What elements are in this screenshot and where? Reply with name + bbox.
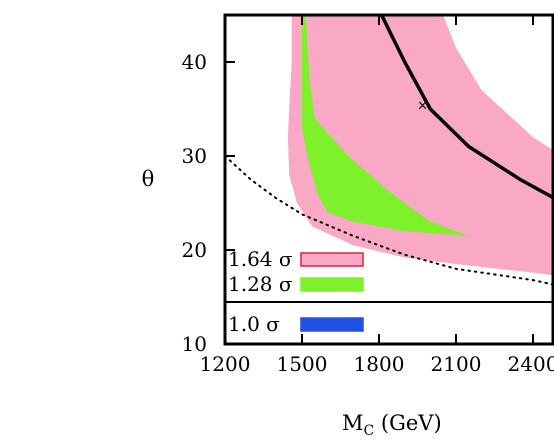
x-axis-label: MC (GeV) <box>342 411 442 439</box>
marker-0: × <box>417 98 428 113</box>
legend-swatch-2 <box>300 317 364 332</box>
regions <box>287 15 553 276</box>
legend-label-2: 1.0 σ <box>228 312 280 336</box>
x-tick-label-4: 2400 <box>508 352 554 376</box>
markers: ×× <box>417 98 428 113</box>
y-tick-label-3: 40 <box>182 50 207 74</box>
y-tick-label-0: 10 <box>182 332 207 356</box>
x-tick-label-3: 2100 <box>431 352 482 376</box>
curve-solid <box>380 15 553 200</box>
legend-label-0: 1.64 σ <box>228 247 293 271</box>
legend-swatch-1 <box>300 277 364 292</box>
legend-swatch-0 <box>300 252 364 267</box>
y-tick-label-1: 20 <box>182 238 207 262</box>
y-tick-label-2: 30 <box>182 144 207 168</box>
legend-label-1: 1.28 σ <box>228 272 293 296</box>
legend: 1.64 σ1.28 σ 1.0 σ <box>228 247 364 336</box>
y-axis-label: θ <box>142 167 155 191</box>
x-tick-label-1: 1500 <box>277 352 328 376</box>
x-tick-label-2: 1800 <box>354 352 405 376</box>
curves <box>225 15 553 286</box>
plot-frame <box>223 13 554 346</box>
x-tick-label-0: 1200 <box>200 352 251 376</box>
region-1 <box>302 15 469 236</box>
ticks: 12001500180021002400270010203040 <box>182 15 554 376</box>
